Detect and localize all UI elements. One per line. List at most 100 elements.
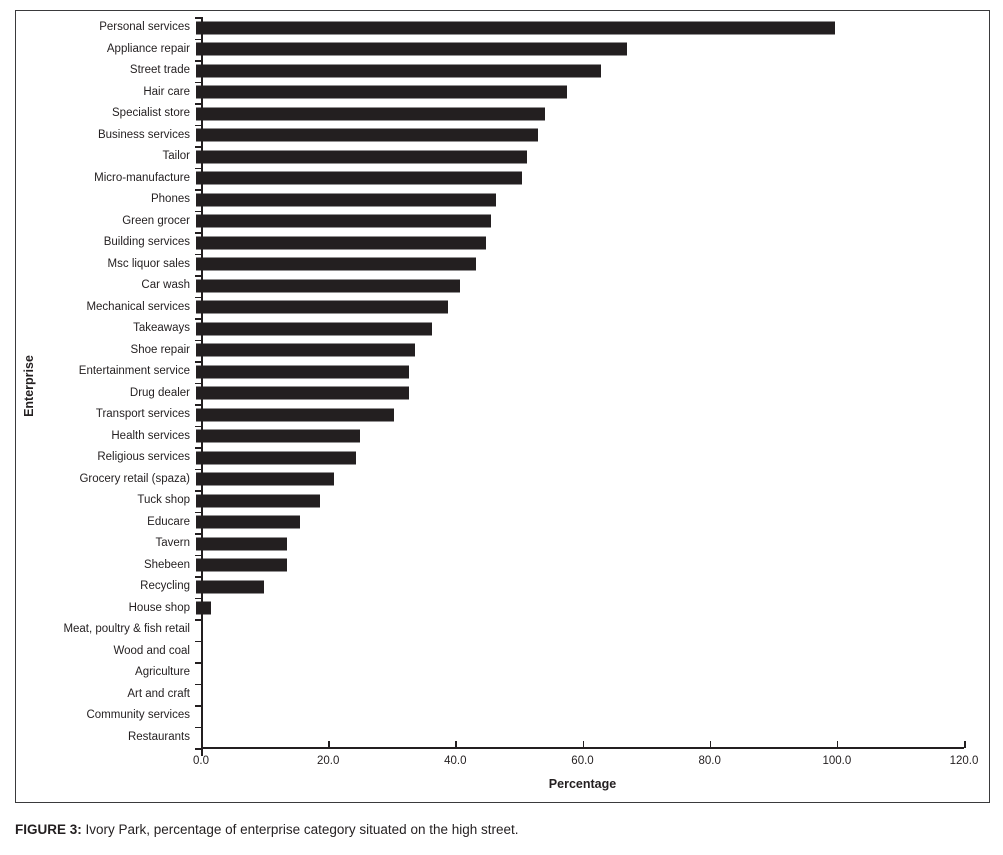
category-label: Car wash [141,279,190,291]
y-axis-line [201,17,203,756]
bar-track [196,297,963,319]
x-tick-label: 100.0 [822,755,852,767]
bar-track [196,469,963,491]
bar [196,558,287,572]
y-tick [195,296,202,298]
category-label: Educare [147,515,190,528]
bar [196,214,491,228]
bar [196,365,410,379]
category-label: Specialist store [112,107,190,119]
x-tick-label: 40.0 [444,755,467,767]
bar-track [196,189,963,211]
category-label: Community services [86,709,190,721]
bar [196,451,356,465]
figure-caption: FIGURE 3: Ivory Park, percentage of ente… [15,822,519,837]
chart-row: Drug dealer [16,383,963,405]
category-label: Tailor [162,150,190,162]
chart-row: Religious services [16,447,963,469]
y-tick [195,38,202,40]
category-label: Hair care [143,85,190,98]
x-axis-title: Percentage [548,777,617,791]
y-tick [195,619,202,621]
y-tick [195,103,202,105]
y-tick [195,210,202,212]
bar-track [196,318,963,340]
chart-row: Street trade [16,60,963,82]
category-label: Green grocer [122,214,190,227]
chart-row: Msc liquor sales [16,254,963,276]
bar-track [196,125,963,147]
chart-row: Specialist store [16,103,963,125]
bar-track [196,447,963,469]
y-tick [195,726,202,728]
bar-track [196,39,963,61]
category-label: Health services [111,429,190,442]
bar-track [196,490,963,512]
chart-row: Health services [16,426,963,448]
category-label: Building services [103,236,190,248]
bar [196,150,528,164]
y-tick [195,361,202,363]
category-label: Religious services [97,451,190,463]
bar-track [196,361,963,383]
y-tick [195,275,202,277]
category-label: Msc liquor sales [107,257,190,270]
chart-row: Transport services [16,404,963,426]
chart-row: Recycling [16,576,963,598]
category-label: Drug dealer [129,386,190,399]
chart-row: House shop [16,598,963,620]
y-tick [195,554,202,556]
y-tick [195,60,202,62]
chart-row: Entertainment service [16,361,963,383]
chart-row: Art and craft [16,684,963,706]
y-tick [195,318,202,320]
bar [196,171,522,185]
category-label: Transport services [95,408,190,420]
bar-track [196,60,963,82]
chart-figure: Personal services Appliance repair Street … [15,10,990,803]
bar-track [196,383,963,405]
category-label: Meat, poultry & fish retail [63,623,190,635]
chart-row: Educare [16,512,963,534]
bar [196,64,601,78]
category-label: Tavern [155,537,190,549]
x-tick [964,741,966,748]
y-tick [195,339,202,341]
x-tick [709,741,712,748]
chart-row: Hair care [16,82,963,104]
bar-track [196,684,963,706]
y-tick [195,425,202,427]
y-tick [195,576,202,578]
bar-track [196,254,963,276]
y-tick [195,189,202,191]
chart-row: Car wash [16,275,963,297]
bar-track [196,619,963,641]
y-tick [195,146,202,148]
bar [196,494,320,508]
bar [196,601,212,615]
chart-row: Shoe repair [16,340,963,362]
category-label: Business services [97,128,190,141]
bar [196,85,568,99]
y-tick [195,404,202,406]
category-label: Agriculture [135,666,190,678]
category-label: Micro-manufacture [94,171,190,184]
bar [196,300,448,314]
y-tick [195,662,202,664]
bar-track [196,598,963,620]
y-tick [195,705,202,707]
chart-row: Restaurants [16,727,963,749]
chart-row: Tavern [16,533,963,555]
bar [196,21,836,35]
category-label: Personal services [99,21,190,33]
x-tick [455,741,457,748]
y-tick [195,17,202,19]
bar-track [196,727,963,749]
y-tick [195,511,202,513]
bar [196,343,416,357]
category-label: Wood and coal [113,644,190,657]
y-tick [195,468,202,470]
bar [196,429,361,443]
chart-row: Green grocer [16,211,963,233]
